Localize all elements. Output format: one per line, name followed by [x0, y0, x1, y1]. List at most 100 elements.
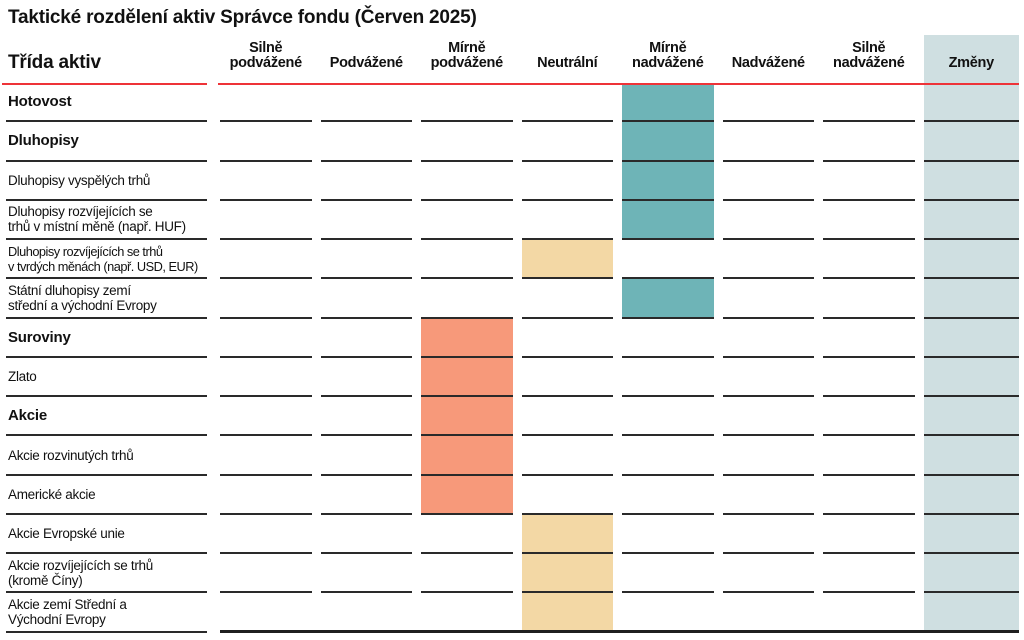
table-row: Dluhopisy — [0, 122, 1019, 162]
row-label-line: Dluhopisy rozvíjejících se — [8, 204, 153, 220]
row-label: Akcie rozvinutých trhů — [6, 436, 207, 476]
cell-mirne-nadvazene — [622, 161, 714, 201]
row-label-line: Zlato — [8, 368, 37, 384]
table-bottom-rule — [220, 630, 1019, 633]
cell-mirne-nadvazene — [622, 554, 714, 594]
row-label-line: Dluhopisy vyspělých trhů — [8, 172, 151, 188]
cell-nadvazene — [722, 201, 814, 241]
cell-mirne-podvazene — [421, 122, 513, 162]
row-label-line: Dluhopisy rozvíjejících se trhů — [8, 243, 163, 259]
row-label-line: Státní dluhopisy zemí — [8, 282, 131, 298]
page-title: Taktické rozdělení aktiv Správce fondu (… — [8, 7, 477, 28]
cell-podvazene — [320, 476, 412, 515]
table-row: Suroviny — [0, 318, 1019, 358]
cell-neutralni — [521, 279, 613, 319]
row-label-line: v tvrdých měnách (např. USD, EUR) — [8, 258, 198, 274]
row-label-line: Hotovost — [8, 93, 72, 111]
cell-podvazene — [320, 593, 412, 633]
cell-zmeny — [923, 83, 1019, 123]
table-row: Akcie Evropské unie — [0, 514, 1019, 555]
table-row: Akcie — [0, 397, 1019, 437]
cell-nadvazene — [722, 358, 814, 398]
cell-silne-nadvazene — [823, 122, 915, 162]
cell-neutralni — [521, 593, 613, 633]
row-label-line: Akcie — [8, 407, 48, 425]
table-row: Hotovost — [0, 83, 1019, 123]
cell-neutralni — [521, 436, 613, 476]
cell-neutralni — [521, 162, 613, 201]
cell-podvazene — [320, 554, 412, 594]
column-header-nadvazene: Nadvážené — [731, 55, 805, 71]
cell-mirne-podvazene — [421, 475, 513, 515]
cell-silne-podvazene — [220, 83, 312, 123]
cell-nadvazene — [722, 436, 814, 476]
row-label-line: Akcie rozvíjejících se trhů — [8, 557, 153, 573]
cell-mirne-podvazene — [421, 593, 513, 633]
cell-silne-nadvazene — [823, 515, 915, 555]
cell-silne-podvazene — [220, 122, 312, 162]
cell-neutralni — [521, 358, 613, 398]
cell-neutralni — [521, 122, 613, 162]
cell-silne-podvazene — [220, 319, 312, 358]
column-header-mirne-podvazene: Mírně podvážené — [430, 40, 504, 71]
table-row: Americké akcie — [0, 475, 1019, 515]
table-row: Dluhopisy vyspělých trhů — [0, 161, 1019, 201]
cell-podvazene — [320, 162, 412, 201]
row-label: Akcie Evropské unie — [6, 515, 207, 555]
cell-mirne-nadvazene — [622, 436, 714, 476]
cell-neutralni — [521, 514, 613, 555]
row-header-label: Třída aktiv — [8, 52, 101, 73]
cell-mirne-nadvazene — [622, 279, 714, 319]
table-row: Zlato — [0, 357, 1019, 398]
cell-silne-podvazene — [220, 162, 312, 201]
cell-neutralni — [521, 240, 613, 280]
cell-podvazene — [320, 319, 412, 358]
cell-podvazene — [320, 358, 412, 398]
cell-nadvazene — [722, 83, 814, 123]
cell-nadvazene — [722, 162, 814, 201]
cell-silne-podvazene — [220, 436, 312, 476]
row-label: Hotovost — [6, 83, 207, 123]
cell-silne-podvazene — [220, 515, 312, 555]
cell-podvazene — [320, 279, 412, 319]
row-label: Zlato — [6, 358, 207, 398]
table-row: Akcie rozvinutých trhů — [0, 436, 1019, 476]
cell-nadvazene — [722, 515, 814, 555]
cell-podvazene — [320, 122, 412, 162]
column-header-neutralni: Neutrální — [537, 55, 598, 71]
row-label: Americké akcie — [6, 476, 207, 515]
cell-silne-nadvazene — [823, 593, 915, 633]
row-label-line: Akcie Evropské unie — [8, 526, 125, 542]
cell-silne-nadvazene — [823, 319, 915, 358]
cell-silne-nadvazene — [823, 397, 915, 437]
table-row: Dluhopisy rozvíjejících se trhů v tvrdých… — [0, 240, 1019, 280]
cell-podvazene — [320, 83, 412, 123]
cell-neutralni — [521, 319, 613, 358]
cell-zmeny — [923, 279, 1019, 319]
cell-zmeny — [923, 554, 1019, 594]
row-label: Akcie — [6, 397, 207, 437]
cell-zmeny — [923, 358, 1019, 398]
table-row: Akcie rozvíjejících se trhů (kromě Číny) — [0, 554, 1019, 594]
cell-zmeny — [923, 319, 1019, 358]
cell-silne-nadvazene — [823, 358, 915, 398]
cell-silne-nadvazene — [823, 240, 915, 280]
cell-mirne-podvazene — [421, 201, 513, 241]
cell-neutralni — [521, 476, 613, 515]
row-label-line: Akcie zemí Střední a — [8, 597, 127, 613]
table-row: Státní dluhopisy zemí střední a východní … — [0, 279, 1019, 319]
row-label: Akcie zemí Střední a Východní Evropy — [6, 593, 207, 633]
column-header-zmeny: Změny — [948, 55, 995, 71]
row-label-line: Dluhopisy — [8, 132, 79, 150]
cell-podvazene — [320, 436, 412, 476]
cell-neutralni — [521, 201, 613, 241]
column-header-silne-podvazene: Silně podvážené — [229, 40, 303, 71]
cell-silne-nadvazene — [823, 436, 915, 476]
cell-silne-podvazene — [220, 358, 312, 398]
cell-silne-nadvazene — [823, 554, 915, 594]
cell-neutralni — [521, 397, 613, 437]
header-rule-data-segment — [218, 82, 1019, 86]
row-label: Suroviny — [6, 319, 207, 358]
cell-mirne-podvazene — [421, 162, 513, 201]
cell-silne-nadvazene — [823, 279, 915, 319]
